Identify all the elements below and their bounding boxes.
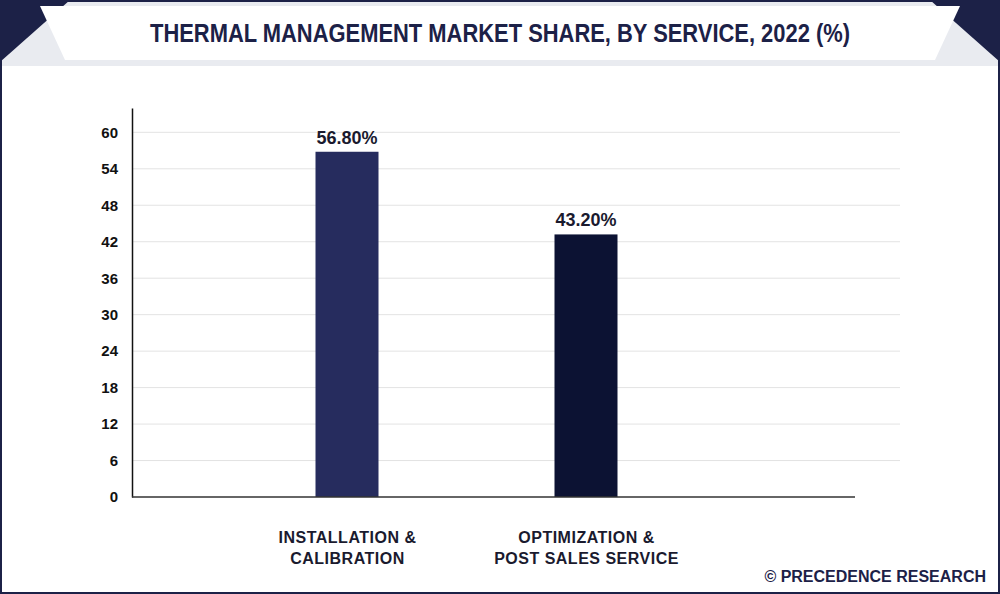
background [0,0,1000,594]
x-axis-line [132,496,855,498]
x-tick: OPTIMIZATION & POST SALES SERVICE [494,497,679,567]
bar [316,152,379,497]
frame [1,1,999,593]
y-tick-label: 0 [110,488,118,505]
y-tick-label: 18 [101,379,118,396]
x-tick: INSTALLATION & CALIBRATION [279,497,417,567]
grid-line [132,351,900,352]
data-labels: 56.80% 43.20% [316,128,616,231]
x-tick-label: OPTIMIZATION & POST SALES SERVICE [494,529,679,568]
y-tick-label: 24 [101,342,118,359]
y-tick: 24 [101,342,132,359]
data-label: 56.80% [316,128,377,148]
y-tick-label: 30 [101,306,118,323]
y-tick: 6 [110,452,132,469]
data-label: 43.20% [555,210,616,230]
x-axis: INSTALLATION & CALIBRATION OPTIMIZATION & P… [279,497,679,567]
x-tick-line: CALIBRATION [290,550,405,567]
grid-line [132,387,900,388]
title-banner [40,6,960,60]
y-tick-label: 42 [101,233,118,250]
grid-line [132,424,900,425]
y-tick-label: 60 [101,124,118,141]
y-tick: 18 [101,379,132,396]
y-tick-label: 6 [110,452,118,469]
y-tick: 48 [101,197,132,214]
source: © PRECEDENCE RESEARCH [764,568,986,585]
y-tick-label: 54 [101,160,118,177]
chart-svg: THERMAL MANAGEMENT MARKET SHARE, BY SERV… [0,0,1000,594]
bar [555,234,618,497]
y-tick: 54 [101,160,132,177]
grid-line [132,314,900,315]
y-tick-label: 48 [101,197,118,214]
bars [316,152,618,497]
y-tick: 42 [101,233,132,250]
grid-line [132,205,900,206]
y-axis: 0 6 12 18 24 30 36 42 48 54 60 [101,109,132,506]
y-tick: 0 [110,488,132,505]
y-tick: 60 [101,124,132,141]
x-tick-label: INSTALLATION & CALIBRATION [279,529,417,568]
grid [132,132,900,460]
y-tick: 36 [101,269,132,286]
y-tick-label: 12 [101,415,118,432]
grid-line [132,460,900,461]
y-tick-label: 36 [101,269,118,286]
x-tick-line: INSTALLATION & [279,529,417,546]
grid-line [132,278,900,279]
x-tick-line: OPTIMIZATION & [518,529,654,546]
title: THERMAL MANAGEMENT MARKET SHARE, BY SERV… [150,18,850,48]
header-band [0,0,1000,66]
y-axis-line [132,109,134,498]
x-tick-line: POST SALES SERVICE [494,550,679,567]
y-tick: 12 [101,415,132,432]
grid-line [132,241,900,242]
grid-line [132,168,900,169]
grid-line [132,132,900,133]
y-tick: 30 [101,306,132,323]
